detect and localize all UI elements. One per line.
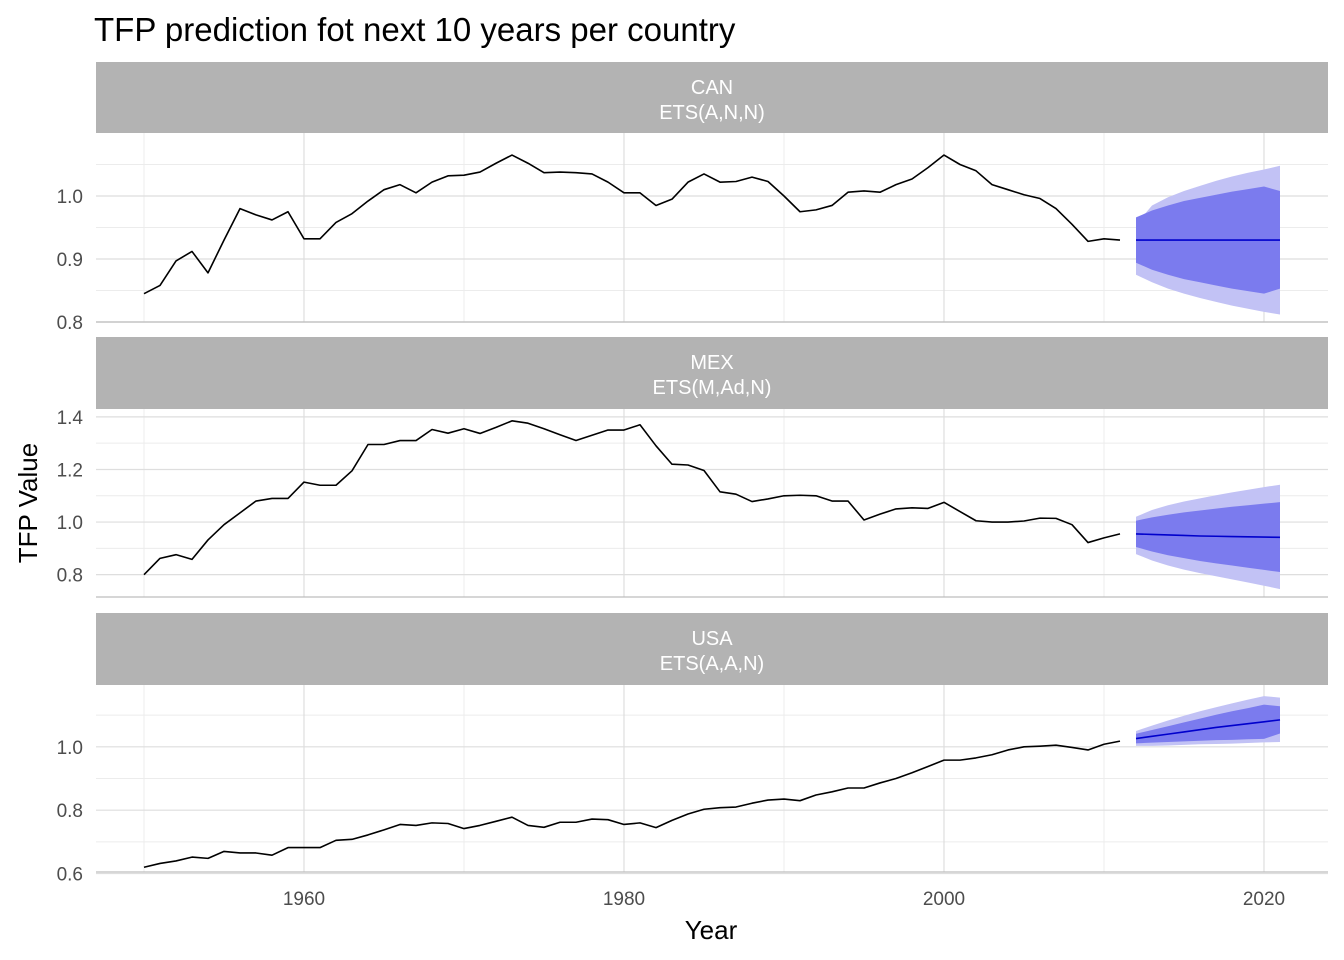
y-tick-label: 0.8 xyxy=(57,801,83,822)
facet-usa: USA ETS(A,A,N) 0.6 0.8 1.0 xyxy=(57,613,1328,886)
y-axis-title: TFP Value xyxy=(13,443,43,563)
panel-background xyxy=(96,409,1328,597)
x-axis: 1960 1980 2000 2020 xyxy=(283,889,1285,910)
facet-country-label: MEX xyxy=(690,352,733,374)
facet-country-label: USA xyxy=(691,628,733,650)
y-tick-label: 0.6 xyxy=(57,865,83,886)
y-tick-label: 0.9 xyxy=(57,250,83,271)
facet-model-label: ETS(M,Ad,N) xyxy=(653,377,772,399)
y-tick-label: 1.0 xyxy=(57,738,83,759)
facet-mex: MEX ETS(M,Ad,N) 0.8 1.0 1.2 1.4 xyxy=(57,337,1328,598)
facet-model-label: ETS(A,N,N) xyxy=(659,102,765,124)
facet-strip xyxy=(96,62,1328,133)
history-series-line xyxy=(143,420,1121,576)
x-tick-label: 2000 xyxy=(923,889,965,910)
y-tick-label: 1.0 xyxy=(57,513,83,534)
facets: CAN ETS(A,N,N) 0.8 0.9 1.0 MEX ETS(M,Ad,N) 0.8 1… xyxy=(57,62,1328,886)
forecast-mean-line xyxy=(1135,719,1281,740)
forecast-mean-line xyxy=(1135,533,1281,539)
y-tick-label: 0.8 xyxy=(57,313,83,334)
facet-strip xyxy=(96,613,1328,685)
history-series-line xyxy=(143,740,1121,869)
y-tick-label: 1.4 xyxy=(57,408,84,429)
facet-model-label: ETS(A,A,N) xyxy=(660,653,764,675)
x-tick-label: 1960 xyxy=(283,889,325,910)
facet-can: CAN ETS(A,N,N) 0.8 0.9 1.0 xyxy=(57,62,1328,334)
panel-grid xyxy=(96,409,1328,597)
facet-country-label: CAN xyxy=(691,77,733,99)
prediction-interval-80 xyxy=(1136,502,1280,573)
x-axis-title: Year xyxy=(685,915,738,945)
x-tick-label: 2020 xyxy=(1243,889,1285,910)
y-tick-label: 1.0 xyxy=(57,187,83,208)
facet-strip xyxy=(96,337,1328,409)
y-tick-label: 0.8 xyxy=(57,566,83,587)
panel-grid xyxy=(96,685,1328,875)
y-tick-label: 1.2 xyxy=(57,460,83,481)
chart-title: TFP prediction fot next 10 years per cou… xyxy=(94,11,736,48)
x-tick-label: 1980 xyxy=(603,889,645,910)
history-series-line xyxy=(143,154,1121,295)
